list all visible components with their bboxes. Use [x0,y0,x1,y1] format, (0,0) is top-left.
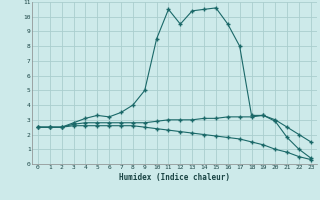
X-axis label: Humidex (Indice chaleur): Humidex (Indice chaleur) [119,173,230,182]
